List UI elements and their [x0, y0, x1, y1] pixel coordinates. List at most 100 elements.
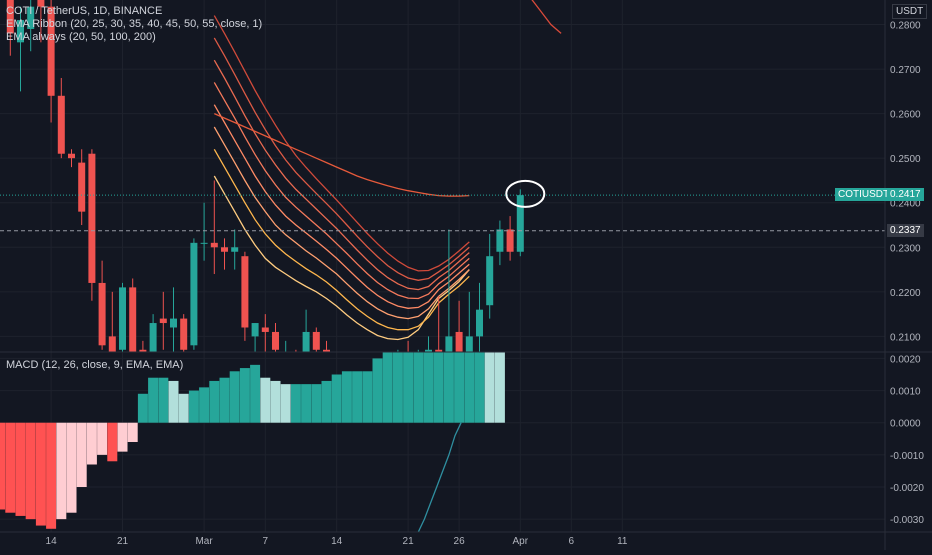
macd-bar — [250, 364, 261, 423]
time-tick-label: Apr — [513, 536, 529, 547]
candle-body — [496, 229, 504, 252]
macd-bar — [188, 390, 199, 423]
annotations — [0, 179, 885, 232]
candle-body — [302, 331, 310, 352]
macd-bar — [158, 377, 169, 423]
time-tick-label: 11 — [617, 536, 628, 547]
ribbon-ema-line — [213, 148, 470, 331]
candle-body — [37, 0, 45, 7]
candle-body — [210, 242, 218, 248]
macd-bar — [321, 380, 332, 423]
time-tick-label: 26 — [454, 536, 466, 547]
macd-bar — [76, 422, 87, 487]
grid-lines — [0, 0, 885, 532]
time-tick-label: 21 — [403, 536, 415, 547]
macd-bar — [362, 371, 373, 423]
candle-body — [282, 354, 289, 355]
crosshair-price-tag: 0.2337 — [887, 223, 924, 237]
candle-body — [241, 256, 249, 328]
candle-body — [17, 20, 24, 43]
legend-ema-always[interactable]: EMA always (20, 50, 100, 200) — [6, 31, 156, 43]
macd-bar — [464, 352, 475, 423]
macd-bar — [15, 422, 26, 516]
macd-bar — [178, 393, 189, 423]
macd-bar — [290, 384, 301, 423]
candle-body — [57, 95, 65, 154]
macd-bar — [86, 422, 97, 465]
macd-bar — [107, 422, 118, 462]
price-tick-label: 0.2700 — [890, 65, 921, 76]
candle-body — [261, 327, 269, 332]
macd-bar — [127, 422, 138, 442]
macd-bar — [199, 387, 210, 423]
macd-bar — [280, 384, 291, 423]
time-tick-label: 7 — [263, 536, 269, 547]
price-tick-label: 0.2600 — [890, 110, 921, 121]
ribbon-ema-line — [213, 126, 470, 320]
candle-body — [149, 323, 157, 352]
currency-label[interactable]: USDT — [892, 4, 928, 19]
macd-bar — [56, 422, 67, 520]
candle-body — [272, 331, 279, 350]
macd-bar — [46, 422, 57, 529]
macd-bar — [25, 422, 36, 520]
ribbon-ema-line — [213, 82, 470, 300]
macd-bar — [311, 384, 322, 423]
macd-bar — [331, 374, 342, 423]
macd-bar — [35, 422, 46, 526]
macd-tick-label: 0.0010 — [890, 387, 921, 398]
ribbon-ema-line — [213, 104, 470, 309]
time-tick-label: 14 — [46, 536, 58, 547]
macd-bar — [443, 352, 454, 423]
candle-body — [119, 287, 126, 350]
price-tick-label: 0.2300 — [890, 243, 921, 254]
macd-bar — [97, 422, 108, 455]
candle-body — [6, 0, 14, 34]
price-tick-label: 0.2100 — [890, 332, 921, 343]
candles — [6, 0, 524, 369]
price-tick-label: 0.2400 — [890, 199, 921, 210]
candle-body — [98, 282, 106, 346]
macd-bar — [5, 422, 16, 513]
time-tick-label: 14 — [331, 536, 343, 547]
candle-body — [476, 309, 483, 337]
candle-body — [354, 368, 361, 369]
macd-bar — [0, 422, 6, 510]
time-tick-label: Mar — [195, 536, 213, 547]
ribbon-ema-line — [213, 15, 470, 272]
candle-body — [221, 247, 228, 252]
legend-macd[interactable]: MACD (12, 26, close, 9, EMA, EMA) — [6, 359, 184, 371]
time-tick-label: 6 — [569, 536, 575, 547]
candle-body — [180, 318, 188, 350]
candle-body — [486, 256, 494, 306]
legend-title[interactable]: COTI / TetherUS, 1D, BINANCE — [6, 5, 163, 17]
macd-bar — [423, 352, 434, 423]
candle-body — [312, 331, 320, 350]
macd-tick-label: -0.0030 — [890, 515, 924, 526]
macd-bar — [148, 377, 159, 423]
candle-body — [231, 247, 239, 252]
macd-bar — [137, 393, 148, 423]
macd-tick-label: -0.0010 — [890, 451, 924, 462]
macd-bar — [433, 352, 444, 423]
candle-body — [159, 318, 167, 324]
candle-body — [108, 336, 116, 352]
candle-body — [139, 349, 147, 352]
candle-body — [68, 153, 75, 159]
candle-body — [251, 323, 259, 337]
macd-histogram — [0, 352, 505, 532]
time-tick-label: 21 — [117, 536, 129, 547]
candle-body — [516, 195, 524, 252]
price-tick-label: 0.2200 — [890, 288, 921, 299]
price-tag-symbol: COTIUSDT — [835, 188, 893, 202]
macd-bar — [341, 371, 352, 423]
macd-tick-label: 0.0000 — [890, 419, 921, 430]
ribbon-ema-line — [213, 175, 470, 341]
candle-body — [190, 242, 198, 346]
macd-bar — [403, 352, 414, 423]
legend-ribbon[interactable]: EMA Ribbon (20, 25, 30, 35, 40, 45, 50, … — [6, 18, 263, 30]
candle-body — [129, 287, 137, 352]
